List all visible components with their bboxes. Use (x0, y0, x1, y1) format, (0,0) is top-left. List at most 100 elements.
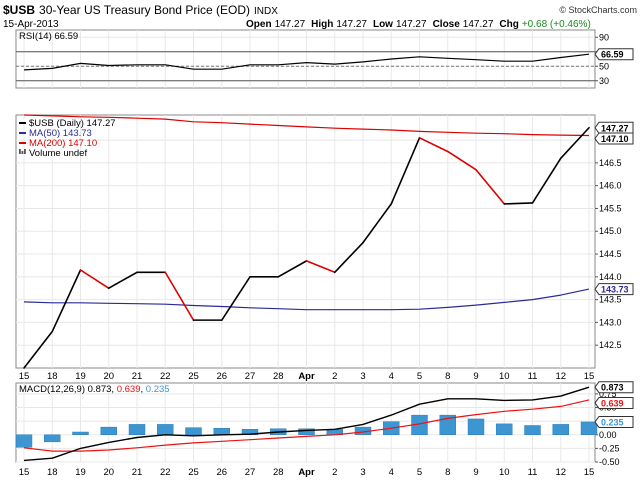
legend-price: $USB (Daily) 147.27 (29, 118, 116, 129)
ma200-line (23, 114, 590, 137)
x-tick-label: 22 (160, 467, 171, 478)
rsi-value-tag (594, 48, 634, 61)
price-line-segment (107, 271, 138, 290)
watermark: © StockCharts.com (559, 5, 637, 15)
price-panel: 142.5 143.0 143.5 144.0 144.5 145.0 145.5 146.0… (15, 114, 634, 369)
y-tick-label: 144.5 (599, 249, 622, 259)
x-tick-label: Apr (298, 371, 315, 382)
x-tick-label: 21 (132, 371, 143, 382)
x-tick-label: 15 (19, 371, 30, 382)
macd-histogram-bar (72, 431, 89, 436)
x-tick-label: 20 (103, 371, 114, 382)
y-tick-label: 146.5 (599, 158, 622, 168)
rsi-legend: RSI(14) 66.59 (19, 31, 78, 42)
price-line-segment (559, 126, 590, 160)
legend-volume-swatch (24, 149, 26, 154)
macd-legend: MACD(12,26,9) 0.873, 0.639, 0.235 (19, 384, 170, 395)
price-line-segment (390, 136, 421, 205)
panel-frame (15, 29, 596, 89)
macd-line (23, 386, 590, 462)
x-tick-label: 10 (499, 371, 510, 382)
price-line-segment (503, 202, 534, 205)
macd-histogram-bar (213, 427, 230, 436)
price-line-segment (79, 269, 110, 290)
x-tick-label: 12 (555, 371, 566, 382)
x-tick-label: 22 (160, 371, 171, 382)
y-tick-label: 144.0 (599, 272, 622, 282)
price-value-tag-label: 147.27 (601, 123, 629, 133)
macd-histogram-bar (128, 424, 146, 436)
panel-frame (15, 114, 596, 369)
x-tick-label: 27 (245, 371, 256, 382)
x-tick-label: 15 (584, 371, 595, 382)
legend-ma200: MA(200) 147.10 (29, 138, 97, 149)
x-tick-label: 10 (499, 467, 510, 478)
x-tick-label: 8 (445, 371, 450, 382)
price-line-segment (531, 157, 562, 204)
x-tick-label: 3 (360, 371, 365, 382)
y-tick-label: 0.00 (599, 430, 617, 440)
header-title: $USB 30-Year US Treasury Bond Price (EOD)… (3, 3, 278, 17)
x-tick-label: 12 (555, 467, 566, 478)
legend-volume: Volume undef (29, 148, 87, 159)
y-tick-label: 143.5 (599, 295, 622, 305)
macd-histogram-bar (524, 425, 541, 436)
x-tick-label: 21 (132, 467, 143, 478)
y-tick-label: 146.0 (599, 181, 622, 191)
y-tick-label: 90 (599, 32, 609, 42)
price-line-segment (220, 276, 251, 321)
y-tick-label: 145.5 (599, 203, 622, 213)
x-tick-label: 9 (473, 467, 478, 478)
x-tick-label: 3 (360, 467, 365, 478)
macd-value-tag (594, 381, 634, 394)
y-tick-label: 0.75 (599, 389, 617, 399)
rsi-line (23, 53, 590, 71)
price-line-segment (51, 269, 82, 333)
macd-histogram-bar (439, 414, 456, 436)
y-tick-label: 142.5 (599, 340, 622, 350)
y-tick-label: -0.50 (599, 457, 620, 467)
x-tick-label: 25 (188, 467, 199, 478)
price-line-segment (446, 150, 477, 171)
x-tick-label: 15 (584, 467, 595, 478)
price-line-segment (277, 260, 308, 278)
header-name: 30-Year US Treasury Bond Price (EOD) (39, 3, 250, 17)
price-line-segment (418, 136, 449, 153)
x-tick-label: 11 (528, 371, 538, 382)
x-axis-bottom: 15 18 19 20 21 22 25 26 27 28 Apr 2 3 4 5 8 9 10 11 12 15 (19, 467, 595, 478)
macd-histogram-bar (157, 424, 174, 436)
macd-panel: 0.750.500.250.00-0.25-0.50MACD(12,26,9) … (15, 381, 634, 467)
x-tick-label: 9 (473, 371, 478, 382)
x-tick-label: 27 (245, 467, 256, 478)
price-line-segment (362, 203, 393, 244)
macd-value-tag-label: 0.873 (601, 383, 624, 393)
macd-histogram-bar (467, 418, 485, 436)
price-line-segment (305, 260, 336, 274)
x-tick-label: 26 (216, 371, 227, 382)
legend-ma50: MA(50) 143.73 (29, 128, 92, 139)
header-ohlc: Open 147.27 High 147.27 Low 147.27 Close 147.27… (246, 19, 591, 30)
header-exchange: INDX (254, 6, 278, 17)
x-tick-label: 2 (332, 467, 337, 478)
x-tick-label: 4 (389, 371, 394, 382)
ma200-value-tag (594, 132, 634, 145)
x-tick-label: 18 (47, 371, 58, 382)
x-tick-label: 11 (528, 467, 538, 478)
x-tick-label: Apr (298, 467, 315, 478)
y-tick-label: -0.25 (599, 443, 620, 453)
x-tick-label: 25 (188, 371, 199, 382)
x-tick-label: 5 (417, 467, 422, 478)
price-value-tag (594, 121, 634, 134)
ma50-line (23, 288, 590, 311)
x-tick-label: 2 (332, 371, 337, 382)
x-tick-label: 20 (103, 467, 114, 478)
signal-value-tag-label: 0.639 (601, 398, 624, 408)
ma50-value-tag-label: 143.73 (601, 285, 629, 295)
rsi-value-tag-label: 66.59 (601, 50, 624, 60)
x-axis-top: 15 18 19 20 21 22 25 26 27 28 Apr 2 3 4 5 8 9 10 11 12 15 (19, 371, 595, 382)
macd-histogram-bar (15, 434, 33, 448)
x-tick-label: 28 (273, 371, 284, 382)
histogram-value-tag (594, 415, 634, 428)
x-tick-label: 19 (75, 371, 86, 382)
signal-line (23, 399, 590, 452)
